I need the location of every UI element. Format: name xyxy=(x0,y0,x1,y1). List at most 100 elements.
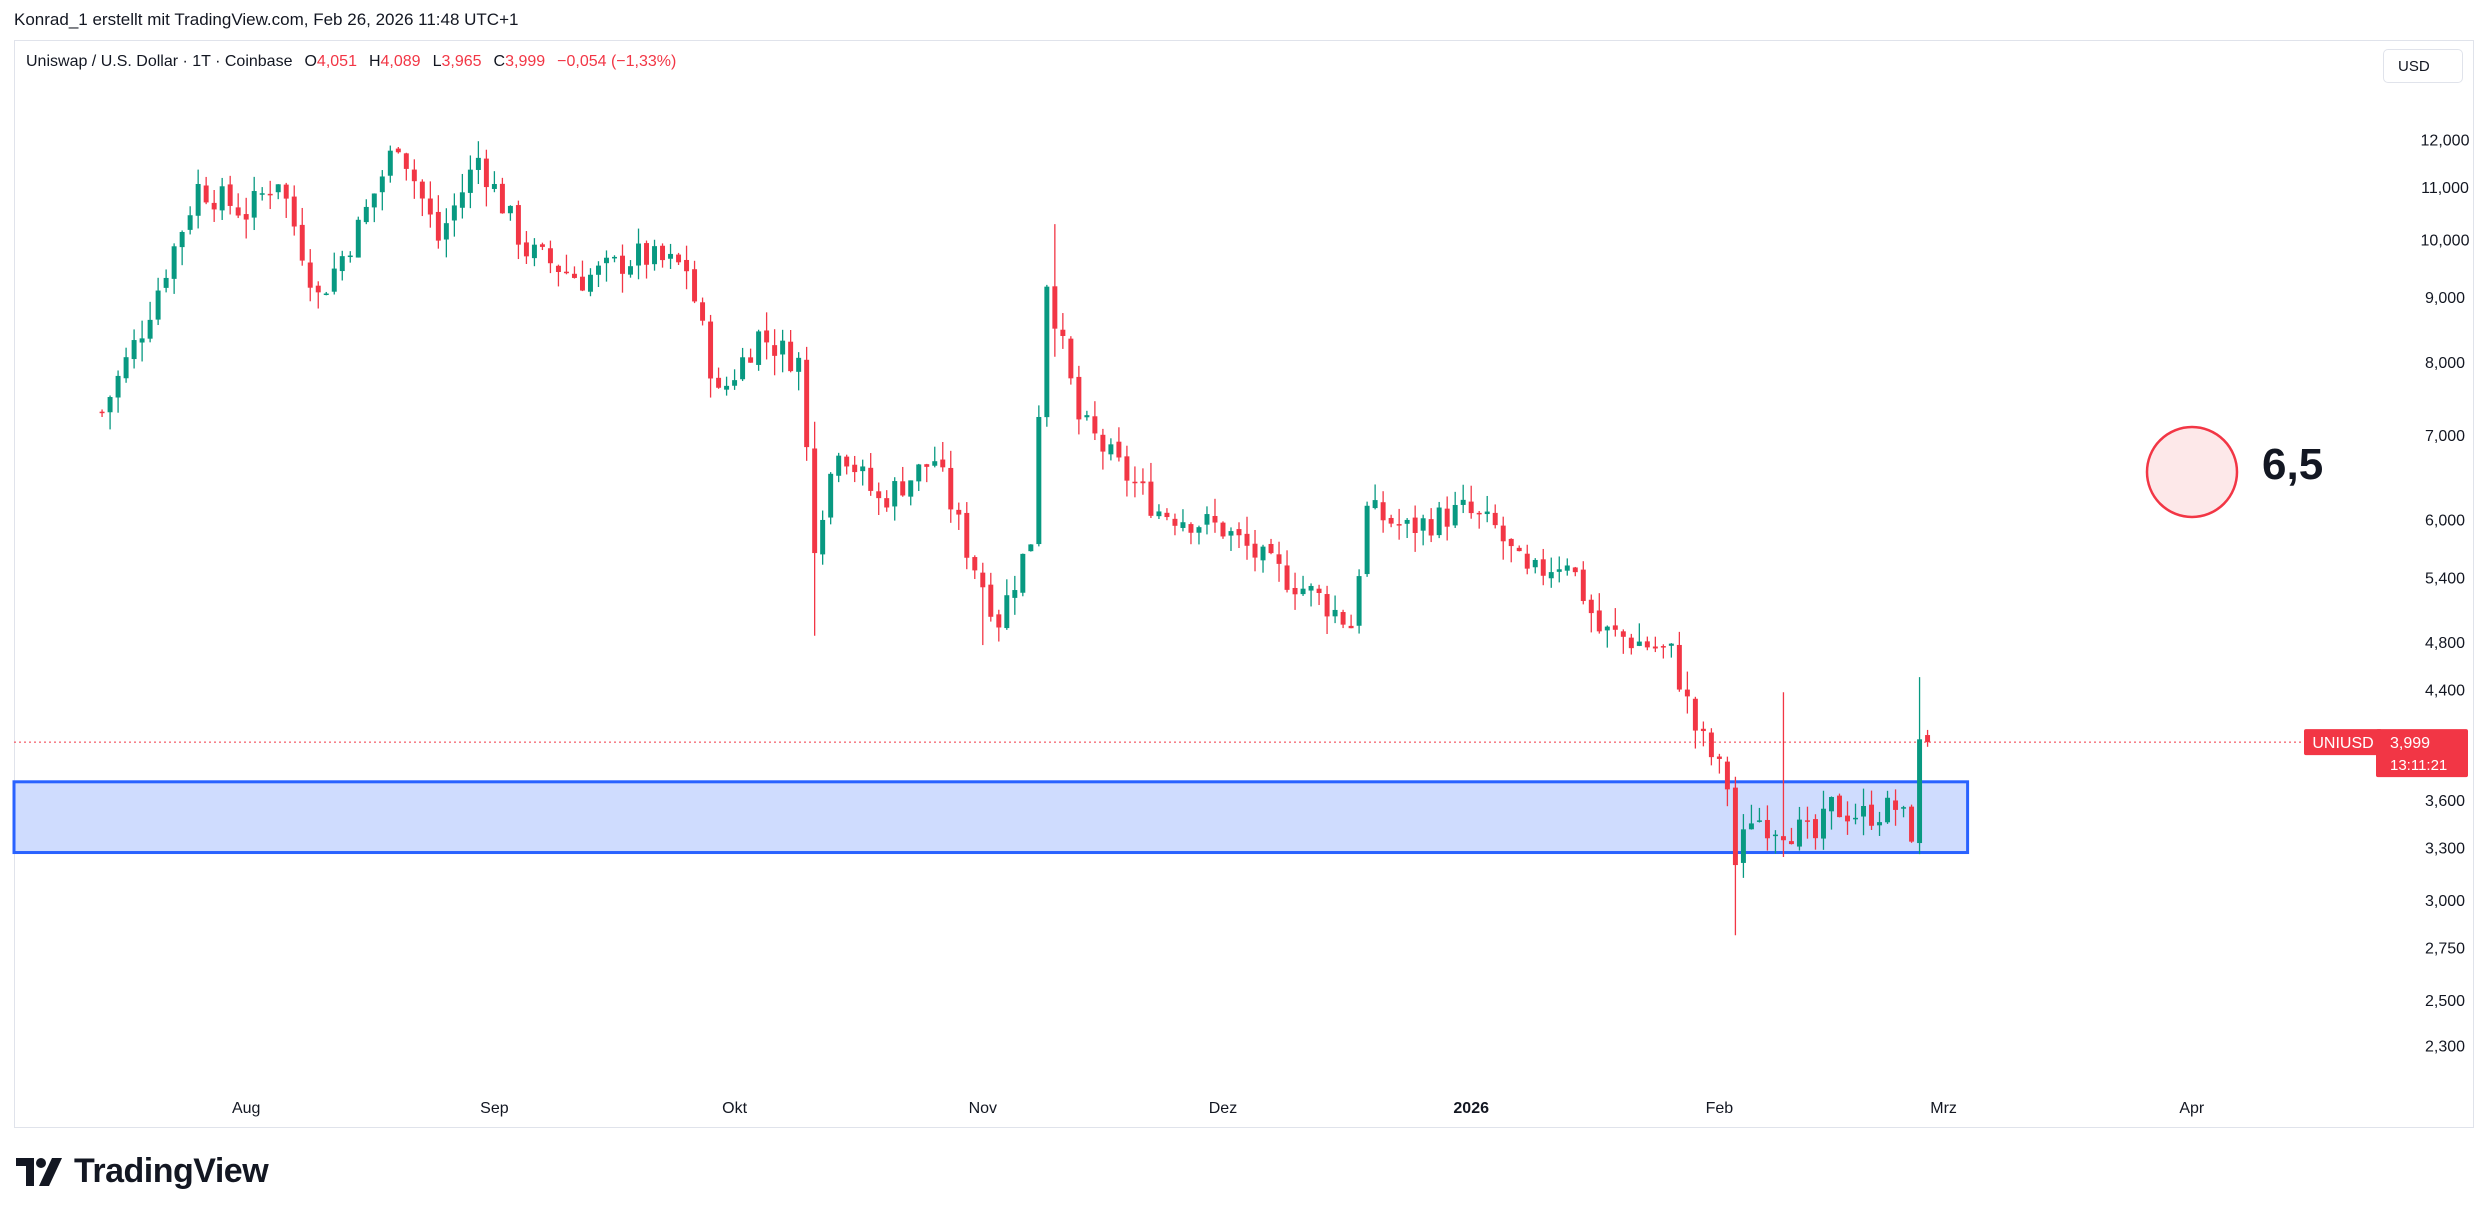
change-value: −0,054 (−1,33%) xyxy=(557,53,677,70)
candle-body xyxy=(1492,512,1498,526)
candle-body xyxy=(99,411,105,414)
candle-body xyxy=(155,290,161,320)
candle-body xyxy=(1925,735,1931,743)
candle-body xyxy=(539,244,545,247)
candle-body xyxy=(1893,800,1899,810)
last-price-tag xyxy=(2376,729,2468,778)
candle-body xyxy=(1212,515,1218,523)
candle-body xyxy=(1252,543,1258,558)
candle-body xyxy=(299,224,305,261)
candle-body xyxy=(1684,689,1690,697)
candle-body xyxy=(1260,546,1266,561)
candle-body xyxy=(1652,646,1658,649)
candle-body xyxy=(283,184,289,199)
price-axis-tick-label: 9,000 xyxy=(2425,290,2465,307)
candle-body xyxy=(764,330,770,343)
candle-body xyxy=(275,184,281,193)
candle-body xyxy=(844,456,850,467)
candle-body xyxy=(724,385,730,390)
candle-body xyxy=(179,231,185,248)
candle-body xyxy=(1708,732,1714,758)
candle-body xyxy=(1044,286,1050,418)
candle-body xyxy=(1700,728,1706,732)
candle-body xyxy=(1540,559,1546,576)
candle-body xyxy=(1164,512,1170,518)
candle-body xyxy=(1692,698,1698,731)
candle-body xyxy=(1244,533,1250,546)
candle-body xyxy=(259,193,265,195)
candle-body xyxy=(1172,518,1178,526)
candle-body xyxy=(1468,501,1474,514)
time-axis-tick-label: Aug xyxy=(232,1100,260,1117)
candle-body xyxy=(1228,531,1234,536)
price-axis-tick-label: 11,000 xyxy=(2421,180,2469,197)
candle-body xyxy=(876,491,882,499)
candle-body xyxy=(692,269,698,302)
time-axis-tick-label: Dez xyxy=(1209,1100,1237,1117)
tradingview-brand[interactable]: TradingView xyxy=(16,1152,269,1191)
candle-body xyxy=(219,186,225,211)
candle-body xyxy=(131,340,137,360)
candle-body xyxy=(716,377,722,388)
candle-body xyxy=(1220,522,1226,537)
candle-body xyxy=(1909,806,1915,842)
time-axis-tick-label: Apr xyxy=(2179,1100,2205,1117)
candle-body xyxy=(1180,522,1186,528)
candle-body xyxy=(1877,822,1883,826)
price-axis-tick-label: 2,500 xyxy=(2425,993,2465,1010)
candle-body xyxy=(1084,415,1090,418)
candle-body xyxy=(491,184,497,189)
candle-body xyxy=(1636,641,1642,646)
candle-body xyxy=(1340,612,1346,625)
price-axis-tick-label: 12,000 xyxy=(2421,132,2470,149)
candle-body xyxy=(612,256,617,259)
candle-body xyxy=(1068,338,1074,379)
candle-body xyxy=(708,321,714,379)
candle-body xyxy=(740,357,746,380)
high-label: H xyxy=(368,53,381,70)
low-value: 3,965 xyxy=(441,53,482,70)
candle-body xyxy=(1572,567,1578,573)
candle-body xyxy=(1404,519,1410,524)
time-axis-tick-label: Okt xyxy=(722,1100,747,1117)
price-axis-tick-label: 6,000 xyxy=(2425,513,2465,530)
candle-body xyxy=(1372,500,1378,509)
candle-body xyxy=(419,181,425,199)
candle-body xyxy=(1276,554,1282,564)
currency-button[interactable]: USD xyxy=(2383,49,2463,83)
support-zone-layer xyxy=(12,780,1970,855)
candle-body xyxy=(860,466,866,472)
candle-body xyxy=(203,185,209,203)
candle-body xyxy=(547,248,553,264)
candle-body xyxy=(1668,643,1674,646)
candle-body xyxy=(139,338,145,343)
candle-body xyxy=(387,150,393,176)
candle-body xyxy=(371,193,377,208)
candle-body xyxy=(932,461,938,466)
price-axis-tick-label: 3,300 xyxy=(2425,841,2465,858)
candle-body xyxy=(1524,553,1530,569)
candle-body xyxy=(924,464,930,467)
candle-body xyxy=(1644,641,1650,648)
close-label: C xyxy=(493,53,506,70)
candle-body xyxy=(515,205,521,245)
candle-body xyxy=(1388,517,1394,524)
candle-body xyxy=(1292,587,1298,595)
candle-body xyxy=(1764,819,1770,839)
price-axis: 12,000 11,000 10,000 9,000 8,000 7,000 6,000 5,… xyxy=(2421,132,2470,1055)
candle-body xyxy=(1060,329,1066,336)
candle-body xyxy=(1917,739,1923,844)
candle-body xyxy=(403,153,409,169)
symbol-title[interactable]: Uniswap / U.S. Dollar · 1T · Coinbase xyxy=(26,53,293,70)
candle-body xyxy=(1356,576,1362,626)
candle-body xyxy=(379,176,385,193)
price-axis-tick-label: 3,000 xyxy=(2425,893,2465,910)
candle-body xyxy=(107,397,113,413)
candle-body xyxy=(1324,594,1330,617)
candle-body xyxy=(1036,416,1042,545)
candle-body xyxy=(1580,569,1586,601)
candle-body xyxy=(748,357,754,363)
candle-body xyxy=(1716,756,1722,759)
candle-body xyxy=(1796,819,1802,847)
